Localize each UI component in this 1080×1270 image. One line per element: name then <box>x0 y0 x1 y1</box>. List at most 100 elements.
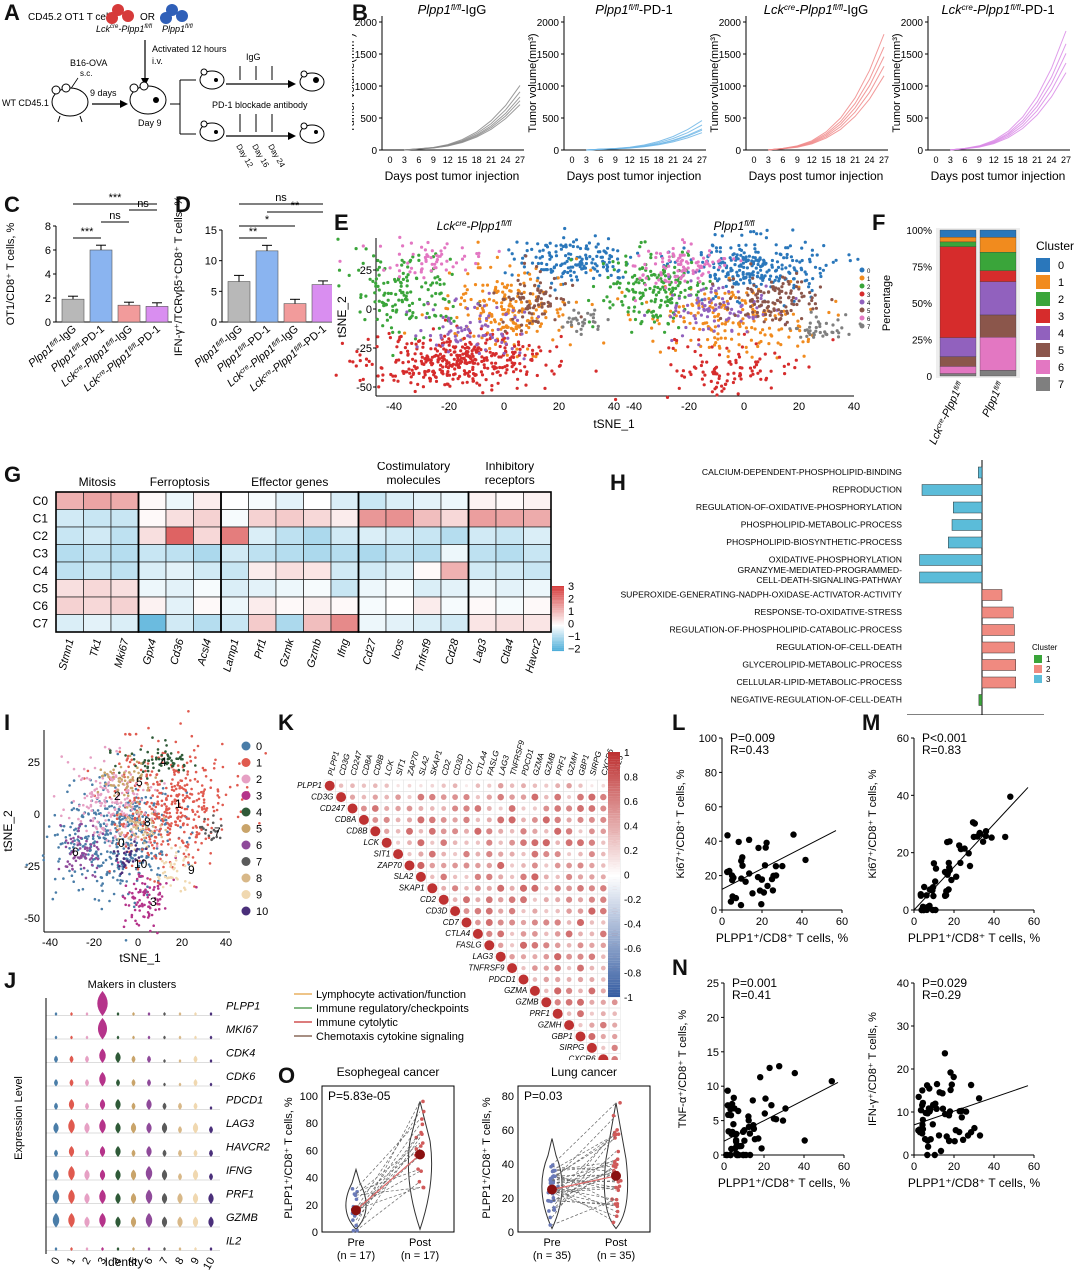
legend-gradient <box>552 592 564 594</box>
y-tick-label: 50% <box>912 299 932 310</box>
tsne-point <box>463 268 468 272</box>
tsne-point <box>638 267 642 271</box>
violin <box>97 1018 108 1040</box>
heat-cell <box>385 596 414 615</box>
tsne-point <box>196 810 199 813</box>
tsne-point <box>97 833 101 837</box>
tsne-point <box>751 276 755 280</box>
tsne-point <box>70 822 74 825</box>
tsne-point <box>409 290 413 294</box>
title-part: -Plpp1 <box>973 2 1011 17</box>
tsne-point <box>135 877 139 881</box>
tsne-point <box>606 246 610 250</box>
tsne-point <box>515 347 519 351</box>
corr-dot <box>370 826 381 837</box>
tsne-point <box>768 313 772 317</box>
tsne-point <box>176 794 180 797</box>
tsne-point <box>128 754 132 758</box>
violin <box>131 1055 136 1063</box>
tsne-point <box>115 817 119 821</box>
tsne-point <box>102 861 105 864</box>
tsne-point <box>102 814 106 818</box>
tsne-point <box>831 338 835 342</box>
tsne-point <box>126 785 129 788</box>
violin <box>68 1099 75 1110</box>
tsne-point <box>465 288 469 292</box>
tsne-point <box>536 303 541 307</box>
tsne-point <box>438 278 442 282</box>
tsne-point <box>66 790 69 794</box>
tsne-point <box>419 352 423 356</box>
tsne-point <box>169 862 173 865</box>
tsne-point <box>712 319 716 323</box>
tsne-point <box>156 751 160 755</box>
tsne-point <box>131 779 135 782</box>
tsne-point <box>82 852 86 855</box>
heat-cell <box>275 491 304 510</box>
tsne-point <box>409 266 414 270</box>
heat-cell <box>193 579 222 598</box>
tsne-point <box>548 241 552 245</box>
tsne-point <box>447 271 451 275</box>
corr-dot <box>474 827 482 835</box>
tsne-point <box>672 253 676 257</box>
tsne-point <box>409 315 413 320</box>
tsne-point <box>774 243 778 247</box>
tsne-point <box>96 796 100 799</box>
heat-cell <box>55 596 84 615</box>
tsne-point <box>442 347 446 351</box>
tsne-point <box>180 753 184 757</box>
tsne-point <box>493 320 497 324</box>
x-tick-label: 0 <box>751 155 756 165</box>
tsne-point <box>504 342 508 346</box>
violin <box>147 1012 151 1016</box>
tsne-point <box>137 856 141 859</box>
tsne-point <box>450 364 454 368</box>
corr-dot <box>429 806 435 811</box>
y-tick-label: 5 <box>211 286 217 298</box>
legend-swatch <box>1034 665 1042 673</box>
heat-cell <box>468 526 497 545</box>
tsne-point <box>751 315 755 319</box>
tsne-point <box>140 798 144 802</box>
tsne-point <box>129 855 133 859</box>
heat-cell <box>83 561 112 580</box>
legend-gradient <box>552 625 564 627</box>
tsne-point <box>41 854 45 857</box>
tsne-point <box>574 238 579 242</box>
tsne-point <box>652 320 657 324</box>
tsne-point <box>158 877 161 880</box>
tsne-point <box>557 328 561 332</box>
tsne-point <box>507 304 511 308</box>
tsne-point <box>185 794 189 798</box>
heat-cell <box>83 491 112 510</box>
tsne-point <box>813 265 818 269</box>
tsne-point <box>726 372 730 376</box>
tsne-point <box>703 304 707 308</box>
tsne-point <box>77 829 80 833</box>
heat-cell <box>523 509 552 528</box>
tsne-point <box>194 764 197 767</box>
tsne-point <box>763 300 767 304</box>
tsne-point <box>795 259 799 263</box>
tsne-point <box>807 302 811 306</box>
corr-dot <box>381 837 392 848</box>
heat-cell <box>193 614 222 633</box>
tsne-point <box>122 775 125 778</box>
tsne-point <box>430 249 434 253</box>
tsne-point <box>133 796 136 800</box>
heat-cell <box>110 561 139 580</box>
tsne-point <box>140 744 143 748</box>
tsne-point <box>145 815 148 819</box>
tsne-point <box>143 841 146 845</box>
tsne-point <box>669 315 673 319</box>
tsne-point <box>638 245 642 249</box>
tsne-point <box>561 325 565 329</box>
tsne-point <box>104 819 107 822</box>
tsne-point <box>756 344 760 349</box>
tsne-point <box>726 355 730 359</box>
corr-dot <box>453 852 458 857</box>
tsne-point <box>70 864 74 867</box>
tsne-point <box>748 275 752 279</box>
tsne-point <box>413 352 417 356</box>
